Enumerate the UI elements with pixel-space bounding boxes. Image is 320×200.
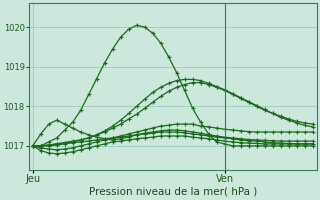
X-axis label: Pression niveau de la mer( hPa ): Pression niveau de la mer( hPa ) [89, 187, 257, 197]
